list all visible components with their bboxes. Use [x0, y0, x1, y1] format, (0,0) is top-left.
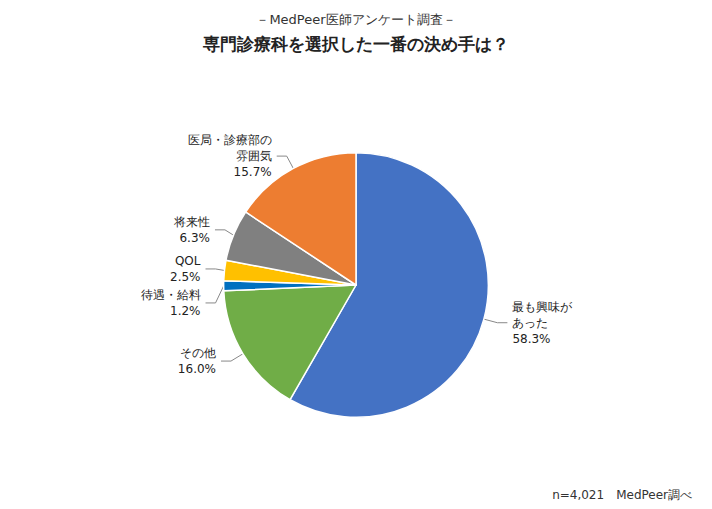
- svg-text:QOL: QOL: [175, 254, 201, 268]
- svg-text:16.0%: 16.0%: [178, 362, 216, 376]
- svg-text:58.3%: 58.3%: [512, 332, 550, 346]
- svg-text:将来性: 将来性: [173, 215, 210, 229]
- svg-text:あった: あった: [512, 316, 548, 330]
- svg-text:医局・診療部の: 医局・診療部の: [188, 133, 272, 147]
- svg-text:最も興味が: 最も興味が: [512, 300, 573, 314]
- svg-text:1.2%: 1.2%: [170, 304, 201, 318]
- svg-text:－MedPeer医師アンケート調査－: －MedPeer医師アンケート調査－: [256, 12, 455, 27]
- svg-text:専門診療科を選択した一番の決め手は？: 専門診療科を選択した一番の決め手は？: [202, 34, 509, 54]
- svg-text:待遇・給料: 待遇・給料: [141, 288, 201, 302]
- svg-text:n=4,021 MedPeer調べ: n=4,021 MedPeer調べ: [552, 488, 692, 502]
- svg-text:雰囲気: 雰囲気: [236, 149, 272, 163]
- svg-text:2.5%: 2.5%: [170, 270, 201, 284]
- svg-text:6.3%: 6.3%: [179, 231, 210, 245]
- svg-text:15.7%: 15.7%: [234, 165, 272, 179]
- svg-text:その他: その他: [180, 346, 216, 360]
